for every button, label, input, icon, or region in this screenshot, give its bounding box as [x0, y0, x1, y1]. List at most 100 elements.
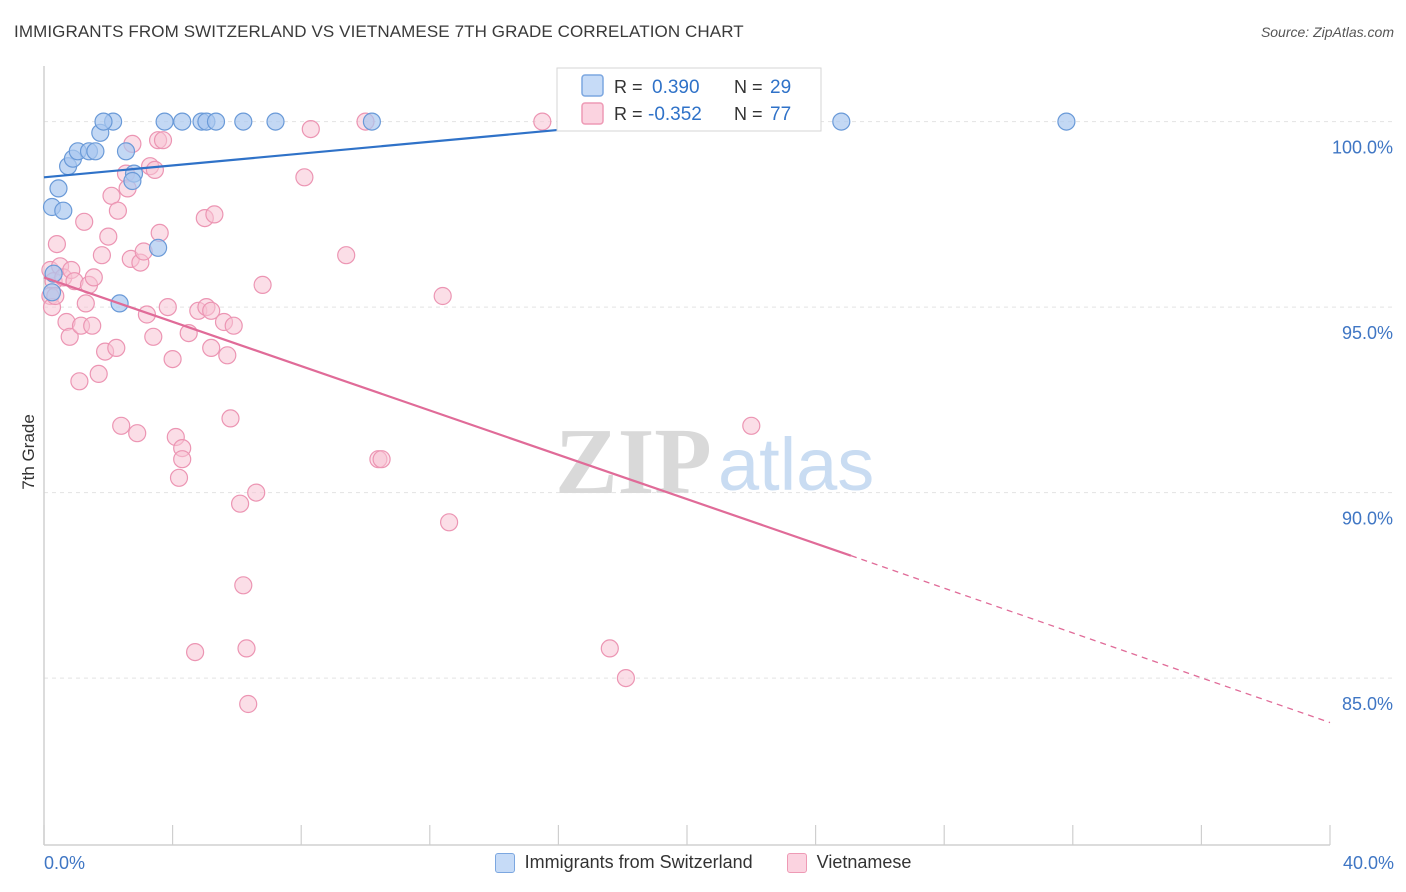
vietnamese-point: [247, 483, 266, 502]
legend-item-vietnamese[interactable]: Vietnamese: [786, 852, 912, 873]
switzerland-point: [362, 112, 381, 131]
vietnamese-point: [89, 364, 108, 383]
vietnamese-point: [221, 409, 240, 428]
switzerland-point: [86, 142, 105, 161]
vietnamese-point: [108, 201, 128, 220]
vietnamese-point: [107, 338, 126, 357]
y-tick-label: 90.0%: [1342, 509, 1393, 529]
vietnamese-point: [169, 468, 189, 487]
vietnamese-point: [301, 120, 320, 139]
vietnamese-point: [742, 416, 761, 435]
vietnamese-point: [84, 268, 103, 287]
switzerland-point: [234, 112, 253, 131]
legend-swatch-pink: [786, 852, 807, 873]
vietnamese-point: [239, 694, 258, 714]
vietnamese-point: [83, 316, 102, 335]
x-tick-label-min: 0.0%: [44, 853, 85, 873]
source-label: Source: ZipAtlas.com: [1260, 24, 1394, 40]
vietnamese-point: [76, 294, 95, 313]
vietnamese-points: [41, 112, 761, 714]
vietnamese-point: [75, 212, 94, 231]
y-tick-label: 100.0%: [1332, 138, 1393, 158]
vietnamese-point: [224, 316, 243, 335]
legend-swatch-switzerland: [581, 74, 604, 97]
vietnamese-point: [616, 668, 636, 688]
switzerland-point: [173, 112, 192, 131]
legend-swatch-blue: [494, 852, 515, 873]
legend-n-label-0: N =: [734, 77, 763, 97]
vietnamese-point: [253, 275, 272, 294]
legend-label-vietnamese: Vietnamese: [816, 852, 912, 872]
watermark: ZIP atlas: [555, 410, 874, 514]
switzerland-point: [155, 112, 174, 131]
grid-layer: [44, 121, 1392, 679]
vietnamese-point: [163, 350, 182, 369]
switzerland-point: [206, 112, 226, 131]
switzerland-point: [49, 179, 68, 198]
vietnamese-point: [70, 372, 89, 391]
y-axis-title: 7th Grade: [19, 414, 38, 490]
vietnamese-point: [440, 513, 459, 532]
legend-n-value-0: 29: [770, 77, 791, 98]
switzerland-point: [54, 201, 73, 220]
switzerland-point: [44, 264, 63, 283]
trend-lines: [43, 120, 1331, 724]
pink-trend-line: [43, 276, 852, 557]
vietnamese-point: [137, 305, 156, 324]
vietnamese-point: [128, 424, 147, 443]
vietnamese-point: [600, 639, 619, 658]
vietnamese-point: [158, 298, 177, 317]
vietnamese-point: [202, 338, 221, 357]
switzerland-point: [1057, 112, 1076, 131]
switzerland-point: [149, 238, 168, 257]
switzerland-point: [94, 112, 113, 131]
vietnamese-point: [202, 301, 221, 320]
vietnamese-point: [234, 576, 253, 595]
vietnamese-point: [295, 168, 314, 187]
vietnamese-point: [60, 327, 79, 346]
vietnamese-point: [186, 642, 205, 662]
switzerland-point: [123, 171, 142, 191]
vietnamese-point: [92, 246, 112, 265]
vietnamese-point: [47, 235, 67, 254]
switzerland-point: [42, 283, 62, 302]
switzerland-point: [266, 112, 285, 131]
legend-r-value-0: 0.390: [652, 77, 700, 98]
vietnamese-point: [433, 286, 452, 306]
legend-r-value-1: -0.352: [648, 104, 702, 125]
legend-r-label-0: R =: [614, 77, 643, 97]
legend-item-switzerland[interactable]: Immigrants from Switzerland: [494, 852, 753, 873]
legend-bottom: Immigrants from Switzerland Vietnamese: [0, 852, 1406, 873]
vietnamese-point: [533, 112, 552, 131]
vietnamese-point: [231, 494, 250, 513]
vietnamese-point: [205, 205, 224, 224]
vietnamese-point: [337, 246, 356, 265]
y-tick-label: 85.0%: [1342, 694, 1393, 714]
vietnamese-point: [112, 416, 131, 435]
legend-swatch-vietnamese: [581, 102, 604, 125]
chart-title: IMMIGRANTS FROM SWITZERLAND VS VIETNAMES…: [14, 22, 744, 41]
vietnamese-point: [153, 131, 173, 150]
blue-trend-line: [43, 120, 649, 179]
vietnamese-point: [237, 639, 256, 658]
axis-layer: 85.0% 90.0% 95.0% 100.0%: [43, 66, 1393, 846]
vietnamese-point: [173, 450, 192, 469]
watermark-atlas: atlas: [718, 423, 874, 506]
legend-n-label-1: N =: [734, 104, 763, 124]
pink-trend-dashed: [850, 555, 1331, 724]
vietnamese-point: [145, 160, 164, 179]
vietnamese-point: [372, 450, 391, 469]
vietnamese-point: [144, 327, 163, 346]
vietnamese-point: [99, 227, 118, 246]
vietnamese-point: [218, 346, 237, 365]
legend-label-switzerland: Immigrants from Switzerland: [524, 852, 753, 872]
switzerland-point: [832, 112, 851, 131]
legend-n-value-1: 77: [770, 104, 791, 125]
legend-r-label-1: R =: [614, 104, 643, 124]
x-tick-label-max: 40.0%: [1343, 853, 1394, 873]
y-tick-label: 95.0%: [1342, 323, 1393, 343]
legend-stats: R = 0.390 N = 29 R = -0.352 N = 77: [556, 67, 822, 132]
switzerland-point: [116, 142, 136, 161]
axis-labels: 7th Grade 0.0% 40.0%: [19, 414, 1394, 873]
